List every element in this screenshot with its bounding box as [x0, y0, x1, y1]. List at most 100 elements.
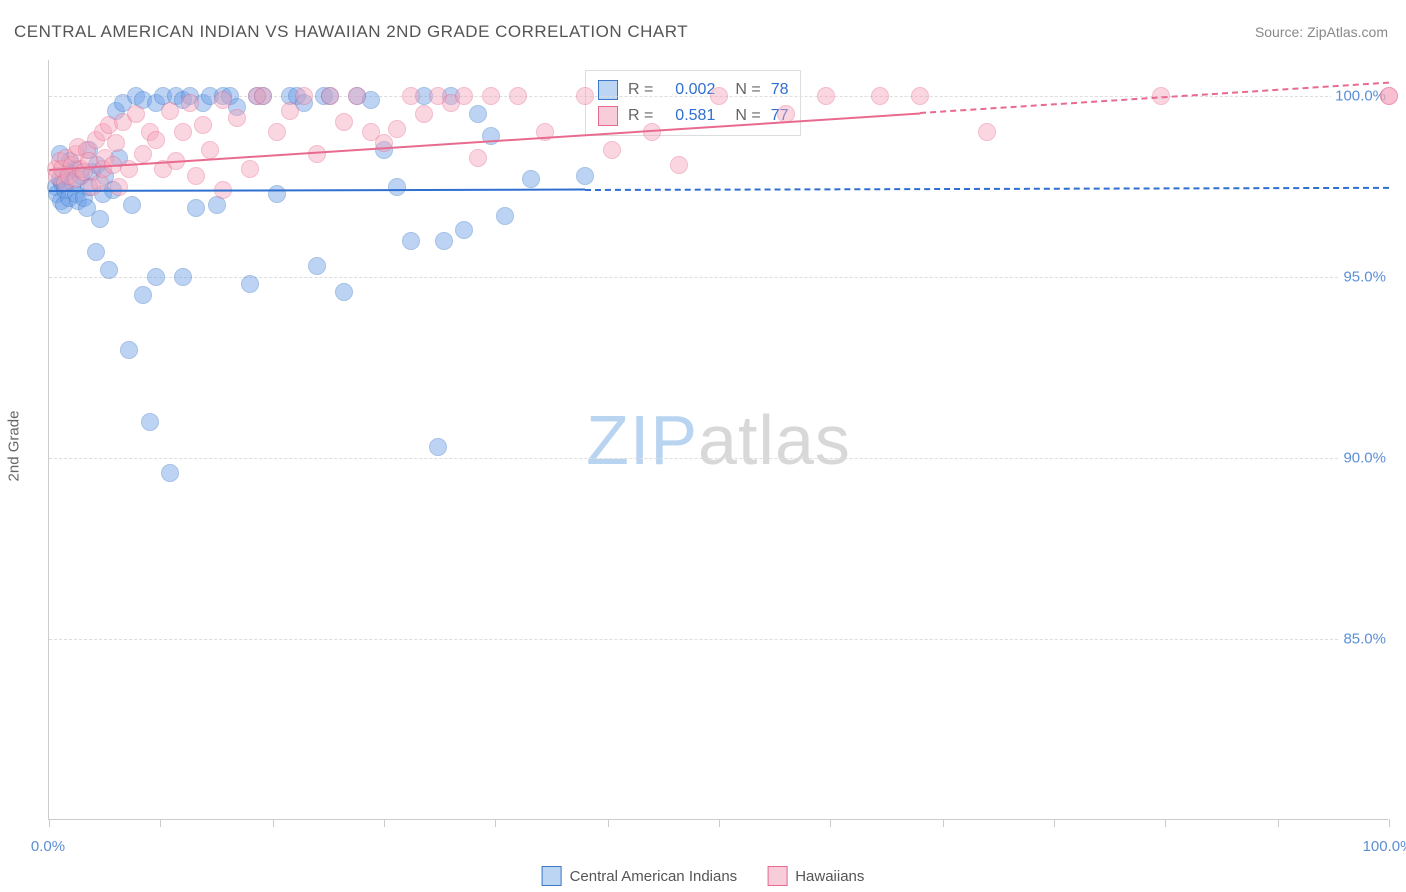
data-point — [91, 210, 109, 228]
data-point — [295, 87, 313, 105]
data-point — [871, 87, 889, 105]
data-point — [100, 261, 118, 279]
data-point — [194, 116, 212, 134]
data-point — [496, 207, 514, 225]
data-point — [201, 141, 219, 159]
x-tick — [830, 819, 831, 827]
data-point — [576, 87, 594, 105]
x-tick — [1278, 819, 1279, 827]
x-tick — [160, 819, 161, 827]
x-tick — [495, 819, 496, 827]
data-point — [576, 167, 594, 185]
data-point — [268, 185, 286, 203]
data-point — [509, 87, 527, 105]
data-point — [388, 178, 406, 196]
data-point — [469, 149, 487, 167]
y-tick-label: 90.0% — [1339, 450, 1390, 467]
gridline — [49, 458, 1388, 459]
data-point — [181, 94, 199, 112]
data-point — [107, 134, 125, 152]
data-point — [308, 257, 326, 275]
data-point — [978, 123, 996, 141]
legend-item-series-1: Hawaiians — [767, 866, 864, 886]
watermark-zip: ZIP — [586, 401, 698, 479]
x-tick — [1389, 819, 1390, 827]
data-point — [1380, 87, 1398, 105]
correlation-stats-box: R = 0.002 N = 78R =0.581N =77 — [585, 70, 801, 136]
trend-line — [49, 189, 585, 192]
data-point — [161, 102, 179, 120]
x-tick-label: 0.0% — [31, 838, 65, 855]
chart-title: CENTRAL AMERICAN INDIAN VS HAWAIIAN 2ND … — [14, 22, 688, 42]
data-point — [455, 87, 473, 105]
watermark-atlas: atlas — [698, 401, 851, 479]
data-point — [348, 87, 366, 105]
y-tick-label: 95.0% — [1339, 269, 1390, 286]
data-point — [321, 87, 339, 105]
data-point — [482, 87, 500, 105]
data-point — [120, 160, 138, 178]
data-point — [87, 243, 105, 261]
data-point — [214, 91, 232, 109]
x-tick — [943, 819, 944, 827]
data-point — [643, 123, 661, 141]
data-point — [123, 196, 141, 214]
data-point — [228, 109, 246, 127]
data-point — [710, 87, 728, 105]
data-point — [147, 131, 165, 149]
data-point — [241, 275, 259, 293]
stat-n-value: 78 — [771, 77, 789, 103]
data-point — [110, 178, 128, 196]
data-point — [335, 283, 353, 301]
data-point — [141, 413, 159, 431]
trend-line — [920, 82, 1389, 114]
data-point — [147, 268, 165, 286]
x-tick — [1165, 819, 1166, 827]
stat-row: R = 0.002 N = 78 — [598, 77, 788, 103]
data-point — [455, 221, 473, 239]
stat-n-label: N = — [735, 77, 760, 103]
stat-r-value: 0.002 — [663, 77, 715, 103]
source-label: Source: ZipAtlas.com — [1255, 24, 1388, 40]
x-tick — [384, 819, 385, 827]
data-point — [174, 123, 192, 141]
data-point — [134, 145, 152, 163]
y-axis-title: 2nd Grade — [6, 411, 23, 482]
x-tick — [273, 819, 274, 827]
data-point — [161, 464, 179, 482]
legend-item-series-0: Central American Indians — [542, 866, 738, 886]
data-point — [308, 145, 326, 163]
chart-container: CENTRAL AMERICAN INDIAN VS HAWAIIAN 2ND … — [0, 0, 1406, 892]
data-point — [134, 286, 152, 304]
x-tick — [719, 819, 720, 827]
data-point — [254, 87, 272, 105]
data-point — [429, 438, 447, 456]
data-point — [241, 160, 259, 178]
data-point — [187, 199, 205, 217]
data-point — [670, 156, 688, 174]
stat-row: R =0.581N =77 — [598, 103, 788, 129]
data-point — [281, 102, 299, 120]
x-tick-label: 100.0% — [1363, 838, 1406, 855]
trend-line — [585, 187, 1389, 191]
data-point — [335, 113, 353, 131]
x-tick — [1054, 819, 1055, 827]
watermark: ZIPatlas — [586, 400, 851, 480]
data-point — [469, 105, 487, 123]
data-point — [402, 232, 420, 250]
stat-r-value: 0.581 — [663, 103, 715, 129]
data-point — [817, 87, 835, 105]
legend-label: Hawaiians — [795, 868, 864, 885]
data-point — [127, 105, 145, 123]
data-point — [435, 232, 453, 250]
data-point — [415, 105, 433, 123]
data-point — [911, 87, 929, 105]
data-point — [522, 170, 540, 188]
x-tick — [608, 819, 609, 827]
data-point — [174, 268, 192, 286]
stat-r-label: R = — [628, 77, 653, 103]
legend-swatch-icon — [542, 866, 562, 886]
legend-label: Central American Indians — [570, 868, 738, 885]
x-tick — [49, 819, 50, 827]
data-point — [388, 120, 406, 138]
